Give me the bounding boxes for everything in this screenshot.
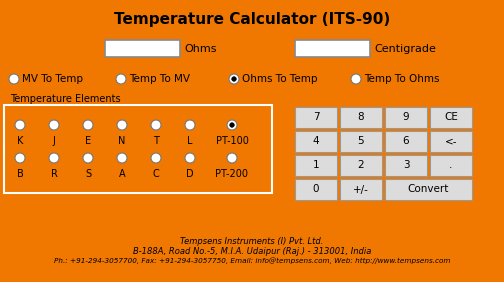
Text: Ohms To Temp: Ohms To Temp xyxy=(242,74,318,84)
FancyBboxPatch shape xyxy=(385,131,427,152)
FancyBboxPatch shape xyxy=(385,155,427,176)
FancyBboxPatch shape xyxy=(295,107,337,128)
FancyBboxPatch shape xyxy=(340,131,382,152)
Circle shape xyxy=(9,74,19,84)
Text: R: R xyxy=(50,169,57,179)
FancyBboxPatch shape xyxy=(340,179,382,200)
Text: A: A xyxy=(118,169,125,179)
Text: 7: 7 xyxy=(312,113,320,122)
Text: CE: CE xyxy=(444,113,458,122)
FancyBboxPatch shape xyxy=(105,40,180,57)
Circle shape xyxy=(117,153,127,163)
Text: Ohms: Ohms xyxy=(184,43,217,54)
FancyBboxPatch shape xyxy=(430,155,472,176)
Text: PT-100: PT-100 xyxy=(216,136,248,146)
Text: Temp To MV: Temp To MV xyxy=(129,74,190,84)
Text: 1: 1 xyxy=(312,160,320,171)
Text: S: S xyxy=(85,169,91,179)
Circle shape xyxy=(49,120,59,130)
Text: J: J xyxy=(52,136,55,146)
Circle shape xyxy=(83,120,93,130)
FancyBboxPatch shape xyxy=(385,107,427,128)
Text: 5: 5 xyxy=(358,136,364,147)
Circle shape xyxy=(49,153,59,163)
Circle shape xyxy=(227,153,237,163)
Text: E: E xyxy=(85,136,91,146)
Text: 2: 2 xyxy=(358,160,364,171)
Text: Convert: Convert xyxy=(408,184,449,195)
Text: 3: 3 xyxy=(403,160,409,171)
FancyBboxPatch shape xyxy=(430,107,472,128)
Circle shape xyxy=(83,153,93,163)
Text: Centigrade: Centigrade xyxy=(374,43,436,54)
FancyBboxPatch shape xyxy=(295,179,337,200)
FancyBboxPatch shape xyxy=(295,131,337,152)
Circle shape xyxy=(232,77,236,81)
FancyBboxPatch shape xyxy=(295,155,337,176)
Circle shape xyxy=(117,120,127,130)
Circle shape xyxy=(230,123,234,127)
Text: +/-: +/- xyxy=(353,184,369,195)
Text: C: C xyxy=(153,169,159,179)
Circle shape xyxy=(351,74,361,84)
FancyBboxPatch shape xyxy=(295,40,370,57)
Circle shape xyxy=(15,120,25,130)
Circle shape xyxy=(229,74,239,84)
Text: B-188A, Road No.-5, M.I.A. Udaipur (Raj.) - 313001, India: B-188A, Road No.-5, M.I.A. Udaipur (Raj.… xyxy=(133,247,371,256)
FancyBboxPatch shape xyxy=(340,107,382,128)
Text: L: L xyxy=(187,136,193,146)
Text: MV To Temp: MV To Temp xyxy=(22,74,83,84)
Text: T: T xyxy=(153,136,159,146)
FancyBboxPatch shape xyxy=(4,105,272,193)
Text: Ph.: +91-294-3057700, Fax: +91-294-3057750, Email: info@tempsens.com, Web: http:: Ph.: +91-294-3057700, Fax: +91-294-30577… xyxy=(54,257,450,264)
FancyBboxPatch shape xyxy=(430,131,472,152)
Text: 6: 6 xyxy=(403,136,409,147)
FancyBboxPatch shape xyxy=(385,179,472,200)
Text: 4: 4 xyxy=(312,136,320,147)
Text: PT-200: PT-200 xyxy=(216,169,248,179)
Circle shape xyxy=(116,74,126,84)
Text: <-: <- xyxy=(445,136,457,147)
Text: K: K xyxy=(17,136,23,146)
Circle shape xyxy=(151,120,161,130)
Text: 0: 0 xyxy=(313,184,319,195)
Text: 8: 8 xyxy=(358,113,364,122)
FancyBboxPatch shape xyxy=(340,155,382,176)
Circle shape xyxy=(185,153,195,163)
Text: Temp To Ohms: Temp To Ohms xyxy=(364,74,439,84)
Text: B: B xyxy=(17,169,23,179)
Text: 9: 9 xyxy=(403,113,409,122)
Text: Tempsens Instruments (I) Pvt. Ltd.: Tempsens Instruments (I) Pvt. Ltd. xyxy=(180,237,324,246)
Text: N: N xyxy=(118,136,125,146)
Text: D: D xyxy=(186,169,194,179)
Text: Temperature Calculator (ITS-90): Temperature Calculator (ITS-90) xyxy=(114,12,390,27)
Circle shape xyxy=(15,153,25,163)
Text: .: . xyxy=(449,160,453,171)
Circle shape xyxy=(185,120,195,130)
Circle shape xyxy=(227,120,237,130)
Text: Temperature Elements: Temperature Elements xyxy=(10,94,120,104)
Circle shape xyxy=(151,153,161,163)
